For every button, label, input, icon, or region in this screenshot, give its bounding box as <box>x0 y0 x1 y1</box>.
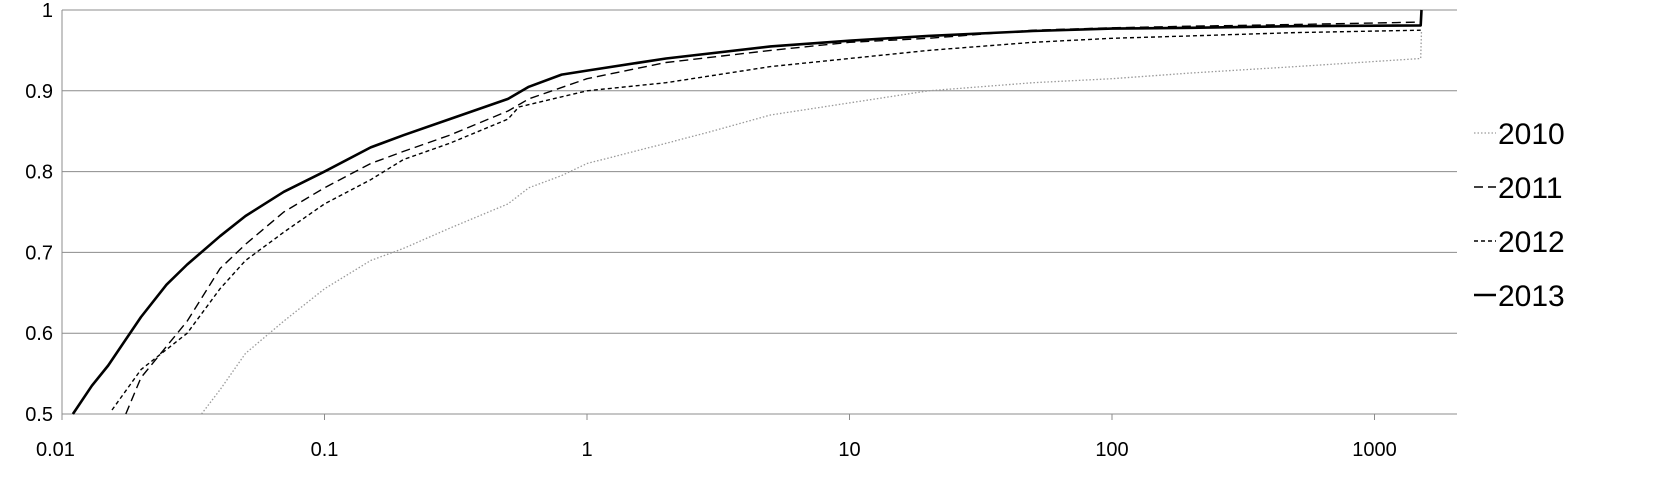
legend-label-2013: 2013 <box>1498 280 1565 313</box>
y-tick-label: 0.7 <box>25 242 53 264</box>
y-tick-label: 1 <box>42 0 53 22</box>
series-line-2011 <box>125 9 1423 415</box>
series-lines <box>71 9 1423 415</box>
x-tick-label: 0.01 <box>36 439 75 461</box>
grid <box>62 9 1457 334</box>
x-tick-labels: 0.01 0.1 1 10 100 1000 <box>36 439 1397 461</box>
axes <box>61 10 1457 420</box>
legend: 2010 2011 2012 2013 <box>1474 118 1565 313</box>
series-line-2012 <box>111 29 1421 411</box>
legend-label-2012: 2012 <box>1498 226 1565 259</box>
y-tick-labels: 0.5 0.6 0.7 0.8 0.9 1 <box>25 0 53 426</box>
y-tick-label: 0.5 <box>25 404 53 426</box>
series-line-2013 <box>71 9 1423 415</box>
x-tick-label: 1000 <box>1352 439 1397 461</box>
series-line-2010 <box>200 30 1423 415</box>
x-tick-label: 0.1 <box>311 439 339 461</box>
legend-label-2011: 2011 <box>1498 172 1563 205</box>
legend-label-2010: 2010 <box>1498 118 1565 151</box>
y-tick-label: 0.6 <box>25 323 53 345</box>
x-tick-label: 10 <box>838 439 860 461</box>
x-tick-label: 1 <box>581 439 592 461</box>
y-tick-label: 0.9 <box>25 81 53 103</box>
y-tick-label: 0.8 <box>25 162 53 184</box>
x-tick-label: 100 <box>1095 439 1128 461</box>
